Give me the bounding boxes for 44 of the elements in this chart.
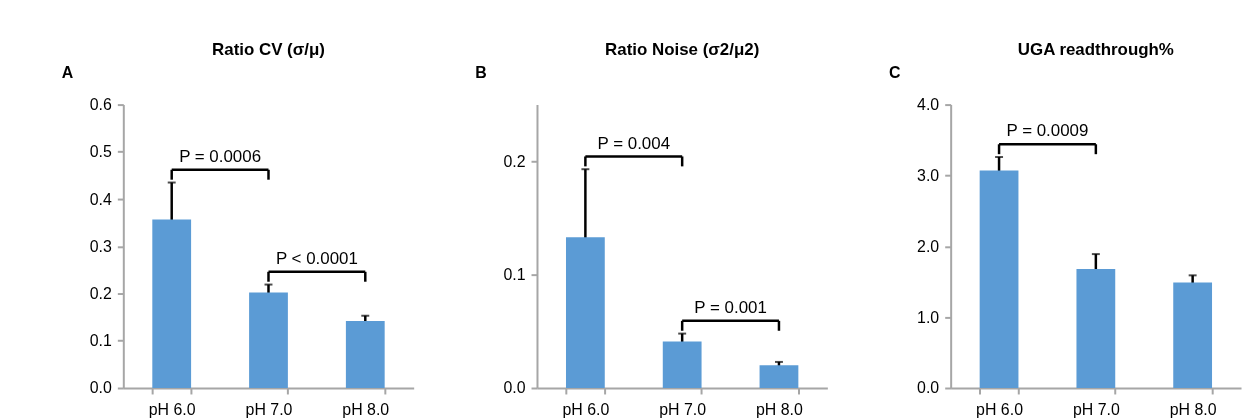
text: B (475, 63, 487, 81)
x-tick-label: pH 8.0 (342, 401, 390, 419)
y-tick-label: 1.0 (917, 308, 940, 326)
y-tick-label: 0.3 (89, 237, 113, 255)
y-tick-label: 2.0 (917, 237, 940, 255)
text: A (61, 63, 74, 81)
y-tick-label: 0.2 (89, 285, 113, 302)
bar (345, 320, 385, 388)
x-tick-label: pH 6.0 (976, 401, 1024, 419)
bar (152, 219, 192, 388)
bar (979, 170, 1019, 388)
annotation: P = 0.0006 (179, 146, 262, 166)
chart-title: Ratio Noise (σ2/μ2) (605, 39, 760, 59)
bar (1173, 282, 1213, 388)
annotation: P = 0.0009 (1006, 121, 1089, 141)
y-tick-label: 0.6 (89, 96, 113, 114)
y-tick-label: 0.5 (89, 143, 113, 161)
chart-title: UGA readthrough% (1017, 39, 1174, 59)
x-tick-label: pH 7.0 (245, 401, 293, 419)
annotation: P = 0.001 (694, 297, 767, 317)
bar (565, 237, 605, 388)
y-tick-label: 0.0 (917, 379, 940, 397)
y-tick-label: 0.0 (89, 379, 113, 397)
x-tick-label: pH 7.0 (659, 401, 707, 419)
annotation: P < 0.0001 (275, 248, 358, 268)
bar (1076, 268, 1116, 388)
x-tick-label: pH 8.0 (756, 401, 804, 419)
bar (249, 292, 288, 388)
y-tick-label: 3.0 (917, 166, 940, 184)
y-tick-label: 0.4 (89, 190, 113, 208)
y-tick-label: 0.1 (503, 266, 526, 284)
y-tick-label: 0.2 (503, 152, 526, 170)
y-tick-label: 4.0 (917, 96, 940, 114)
x-tick-label: pH 7.0 (1072, 401, 1120, 419)
x-tick-label: pH 6.0 (148, 401, 196, 419)
x-tick-label: pH 6.0 (562, 401, 610, 419)
bar (759, 365, 799, 388)
chart-title: Ratio CV (σ/μ) (212, 39, 325, 59)
x-tick-label: pH 8.0 (1169, 401, 1217, 419)
annotation: P = 0.004 (597, 133, 671, 153)
y-tick-label: 0.0 (503, 379, 526, 397)
bar (662, 341, 702, 388)
text: C (889, 63, 902, 81)
y-tick-label: 0.1 (89, 332, 113, 350)
